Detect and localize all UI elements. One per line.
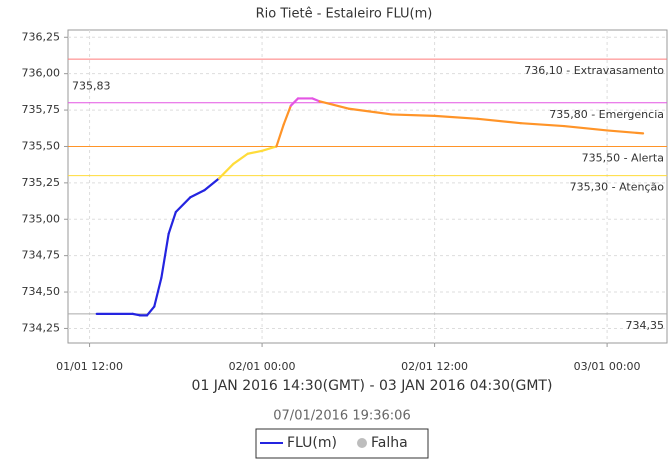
line-segment [390,113,436,117]
line-segment [174,196,192,214]
y-tick-label: 735,25 [22,176,61,189]
line-segment [606,129,645,135]
y-tick-label: 734,25 [22,321,61,334]
threshold-label: 735,50 - Alerta [582,151,664,164]
line-segment [232,152,249,166]
line-segment [153,276,163,308]
y-tick-label: 734,75 [22,249,61,262]
y-tick-label: 735,75 [22,103,61,116]
line-segment [145,305,156,317]
x-tick-label: 03/01 00:00 [574,360,641,373]
threshold-label: 735,30 - Atenção [570,181,665,194]
plot-layer: 736,10 - Extravasamento 735,80 - Emergenc… [68,30,667,343]
line-segment [318,100,350,110]
legend-box [255,428,429,459]
y-tick-label: 734,50 [22,285,61,298]
line-segment [217,162,235,180]
line-segment [131,312,141,317]
line-segment [347,107,393,116]
line-segment [167,210,177,235]
x-tick-label: 02/01 00:00 [229,360,296,373]
line-segment [260,145,278,152]
line-segment [562,124,609,132]
line-segment [282,104,292,126]
line-segment [519,122,566,128]
subtitle: 01 JAN 2016 14:30(GMT) - 03 JAN 2016 04:… [192,378,553,394]
y-tick-label: 736,00 [22,67,61,80]
line-segment [311,97,321,103]
y-tick-label: 736,25 [22,30,61,43]
legend-label: FLU(m) [287,435,337,451]
chart-title: Rio Tietê - Estaleiro FLU(m) [256,7,433,22]
line-segment [160,232,170,279]
legend-swatch [357,438,367,448]
line-segment [275,123,285,148]
line-segment [189,189,206,199]
line-segment [433,114,479,120]
y-tick-label: 735,00 [22,212,61,225]
x-tick-label: 02/01 12:00 [401,360,468,373]
line-segment [203,177,221,192]
timestamp: 07/01/2016 19:36:06 [273,409,410,424]
y-tick-label: 735,50 [22,139,61,152]
legend-label: Falha [371,435,408,451]
plot-area [67,29,668,344]
threshold-label: 735,80 - Emergencia [549,108,664,121]
line-segment [476,117,522,125]
threshold-label: 734,35 [626,319,665,332]
max-annotation: 735,83 [72,79,111,92]
line-segment [246,149,264,155]
threshold-label: 736,10 - Extravasamento [524,64,664,77]
line-segment [289,97,300,107]
x-tick-label: 01/01 12:00 [56,360,123,373]
